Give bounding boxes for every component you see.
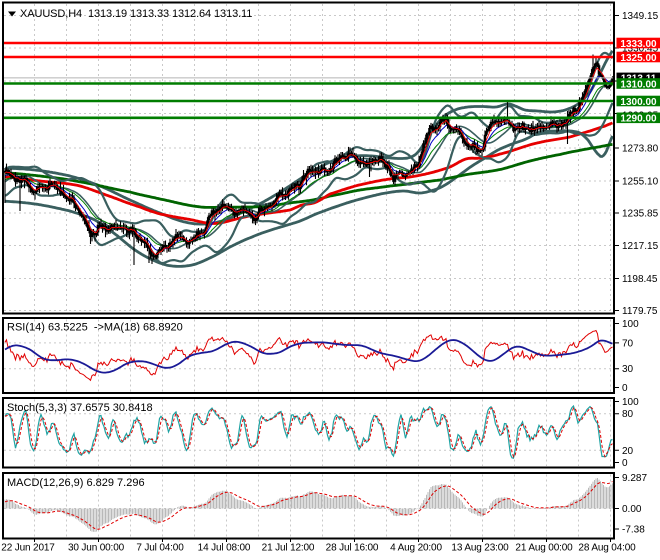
svg-text:1179.75: 1179.75 xyxy=(622,306,658,317)
svg-text:1333.00: 1333.00 xyxy=(620,39,657,50)
svg-text:0: 0 xyxy=(622,383,628,394)
svg-text:Stoch(5,3,3) 37.6575 30.8418: Stoch(5,3,3) 37.6575 30.8418 xyxy=(7,402,153,414)
svg-text:7 Jul 04:00: 7 Jul 04:00 xyxy=(136,543,184,554)
svg-text:100: 100 xyxy=(622,319,639,330)
svg-text:1255.10: 1255.10 xyxy=(622,177,659,188)
svg-text:1235.85: 1235.85 xyxy=(622,209,659,220)
svg-text:1273.80: 1273.80 xyxy=(622,144,659,155)
svg-text:100: 100 xyxy=(622,397,639,408)
svg-text:28 Jul 16:00: 28 Jul 16:00 xyxy=(326,543,379,554)
svg-text:1198.45: 1198.45 xyxy=(622,274,658,285)
svg-text:30 Jun 00:00: 30 Jun 00:00 xyxy=(68,543,125,554)
svg-text:14 Jul 08:00: 14 Jul 08:00 xyxy=(198,543,251,554)
svg-text:1349.15: 1349.15 xyxy=(622,11,659,22)
svg-text:30: 30 xyxy=(622,364,634,375)
svg-text:0: 0 xyxy=(622,458,628,469)
svg-text:1325.00: 1325.00 xyxy=(620,53,657,64)
svg-text:70: 70 xyxy=(622,338,634,349)
svg-text:21 Jul 12:00: 21 Jul 12:00 xyxy=(262,543,315,554)
svg-text:0.00: 0.00 xyxy=(622,504,642,515)
svg-text:RSI(14) 63.5225 ->MA(18) 68.8: RSI(14) 63.5225 ->MA(18) 68.8920 xyxy=(7,322,183,334)
svg-text:-7.38: -7.38 xyxy=(622,525,645,536)
svg-text:1217.15: 1217.15 xyxy=(622,241,659,252)
svg-text:28 Aug 04:00: 28 Aug 04:00 xyxy=(578,543,636,554)
svg-text:22 Jun 2017: 22 Jun 2017 xyxy=(1,543,55,554)
svg-text:MACD(12,26,9) 6.829 7.296: MACD(12,26,9) 6.829 7.296 xyxy=(7,477,145,489)
svg-text:9.287: 9.287 xyxy=(622,473,647,484)
svg-text:4 Aug 20:00: 4 Aug 20:00 xyxy=(390,543,442,554)
svg-text:XAUUSD,H4 1313.19 1313.33 131: XAUUSD,H4 1313.19 1313.33 1312.64 1313.1… xyxy=(20,8,252,20)
svg-text:80: 80 xyxy=(622,409,634,420)
svg-text:20: 20 xyxy=(622,446,634,457)
svg-text:21 Aug 00:00: 21 Aug 00:00 xyxy=(515,543,573,554)
svg-text:13 Aug 23:00: 13 Aug 23:00 xyxy=(451,543,509,554)
svg-text:1300.00: 1300.00 xyxy=(620,97,657,108)
svg-text:1290.00: 1290.00 xyxy=(620,114,657,125)
svg-text:1310.00: 1310.00 xyxy=(620,79,657,90)
svg-text:1330.45: 1330.45 xyxy=(622,44,659,55)
